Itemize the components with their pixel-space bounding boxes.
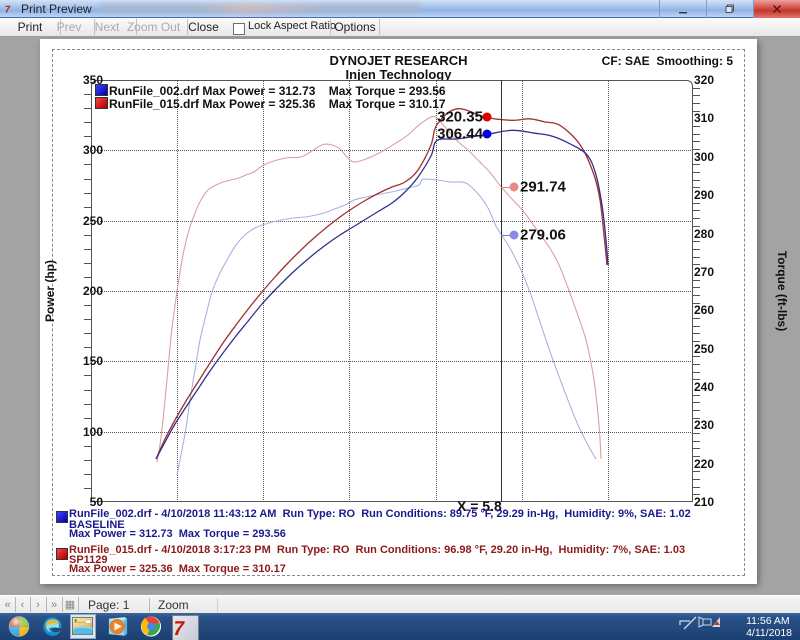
svg-text:7: 7 [5,4,11,14]
svg-text:7: 7 [173,618,186,640]
